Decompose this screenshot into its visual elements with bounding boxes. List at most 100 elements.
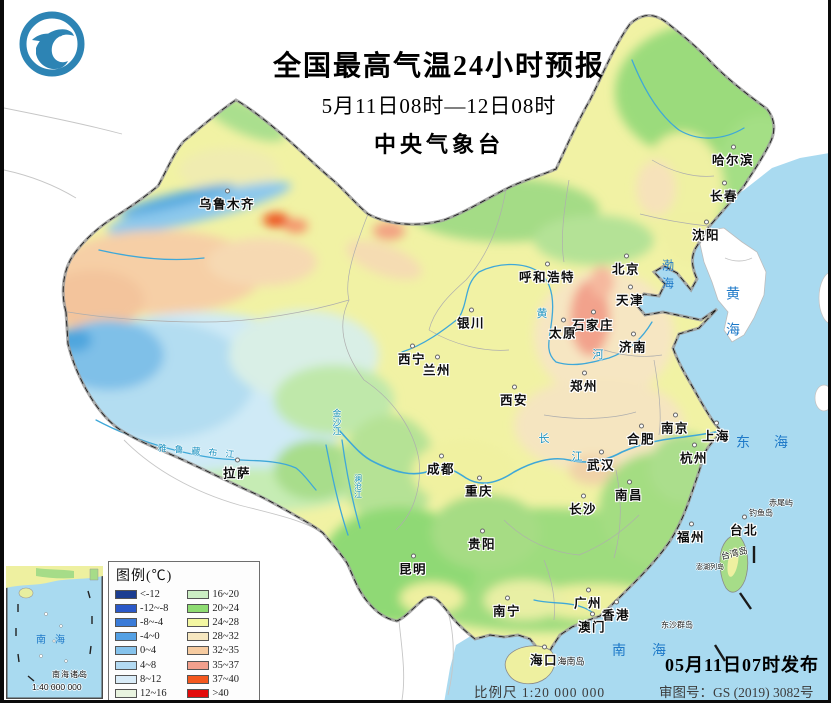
city-marker [627,284,633,290]
river-label-黄: 黄 [536,308,548,320]
city-label: 北京 [611,262,641,277]
legend-label: 0~4 [140,645,157,657]
legend-swatch [115,646,137,656]
city-label: 郑州 [569,379,599,394]
city-marker [630,331,636,337]
city-重庆: 重庆 [465,475,493,501]
city-label: 长沙 [568,502,598,517]
city-label: 杭州 [679,451,709,466]
city-marker [703,219,709,225]
legend-swatch [187,674,210,684]
map-scale: 比例尺 1:20 000 000 [474,685,606,700]
legend-swatch [187,617,210,627]
city-marker [438,453,444,459]
city-marker [224,188,230,194]
city-label: 福州 [676,530,706,545]
city-label: 呼和浩特 [518,270,576,285]
city-南昌: 南昌 [614,479,644,505]
city-label: 拉萨 [222,466,252,481]
city-label: 长春 [709,189,739,204]
city-marker [476,475,482,481]
city-marker [589,611,595,617]
legend-swatch [187,688,210,698]
legend-item: -8~-4 [115,615,183,629]
legend-swatch [187,646,210,656]
legend-label: 24~28 [212,616,240,628]
island-label-钓鱼岛: 钓鱼岛 [749,508,773,518]
city-label: 昆明 [398,562,428,577]
legend-item: 20~24 [187,601,254,615]
legend-swatch [115,617,137,627]
city-label: 合肥 [626,432,656,447]
province-borders [67,159,715,621]
island-label-澎湖列岛: 澎湖列岛 [696,564,724,571]
legend-item: 24~28 [187,615,254,629]
city-昆明: 昆明 [398,553,428,579]
agency-name: 中央气象台 [373,132,504,157]
city-石家庄: 石家庄 [571,309,615,335]
city-marker [511,384,517,390]
taiwan-shading [727,547,739,577]
city-台北: 台北 [730,514,758,540]
legend-item: 16~20 [187,587,254,601]
forecast-period: 5月11日08时—12日08时 [321,94,557,118]
city-marker [741,514,747,520]
legend-item: 12~16 [115,686,183,700]
city-label: 上海 [701,429,731,444]
island-label-海南岛: 海南岛 [557,656,585,667]
legend-swatch [115,688,137,698]
island-label-东沙群岛: 东沙群岛 [661,620,693,630]
south-china-sea-inset: 南海 南海诸岛 1:40 000 000 [6,566,103,699]
legend-item: 28~32 [187,630,254,644]
legend-swatch [115,660,137,670]
city-marker [721,180,727,186]
island-label-赤尾屿: 赤尾屿 [769,498,793,508]
legend-item: 37~40 [187,672,254,686]
legend-label: -4~0 [140,631,160,643]
city-marker [409,343,415,349]
city-label: 西宁 [397,352,427,367]
city-武汉: 武汉 [587,449,615,475]
japan-island [818,272,828,324]
legend-item: 4~8 [115,658,183,672]
river-label-长: 长 [538,433,550,445]
china-temperature-map [4,13,828,700]
city-label: 海口 [529,653,559,668]
city-marker [730,144,736,150]
legend-swatch [115,603,137,613]
city-成都: 成都 [426,453,456,479]
city-西宁: 西宁 [397,343,427,369]
city-label: 兰州 [422,363,452,378]
city-南京: 南京 [661,412,689,438]
legend-swatch [187,632,210,642]
river-label-金沙江: 金沙江 [331,408,342,436]
legend-label: 35~37 [212,659,240,671]
page-title: 全国最高气温24小时预报 [272,51,605,82]
city-呼和浩特: 呼和浩特 [518,261,576,287]
temperature-legend: 图例(℃) <-12 -12~-8 -8~-4 -4~0 0~4 4~8 8~12 12~16… [108,561,260,700]
city-label: 太原 [548,326,578,341]
city-南宁: 南宁 [493,595,521,621]
legend-label: 20~24 [212,602,240,614]
city-marker [479,528,485,534]
rivers [95,59,745,613]
city-乌鲁木齐: 乌鲁木齐 [199,188,255,214]
city-哈尔滨: 哈尔滨 [712,144,754,170]
city-label: 石家庄 [571,318,615,333]
city-label: 南昌 [614,488,644,503]
city-香港: 香港 [601,599,631,625]
city-label: 广州 [573,596,603,611]
city-label: 成都 [426,462,456,477]
city-marker [434,354,440,360]
legend-swatch [115,589,137,599]
korea-landmass [699,227,767,343]
city-marker [691,442,697,448]
legend-item: 8~12 [115,672,183,686]
city-沈阳: 沈阳 [692,219,720,245]
city-郑州: 郑州 [569,370,599,396]
city-label: 香港 [601,608,631,623]
city-天津: 天津 [616,284,644,310]
legend-label: -12~-8 [140,602,169,614]
city-marker [638,423,644,429]
